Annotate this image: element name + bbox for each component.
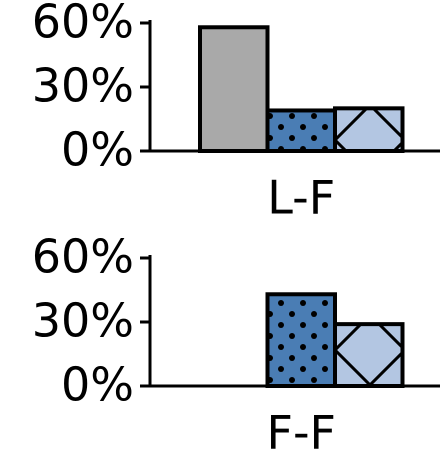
bar-hatch: [267, 110, 335, 151]
y-tick-label: 30%: [32, 59, 134, 113]
bar: [198, 25, 270, 153]
y-tick-label: 60%: [32, 0, 134, 49]
y-tick-label: 30%: [32, 294, 134, 348]
bar-hatch: [267, 294, 335, 386]
x-tick-label: F-F: [266, 406, 336, 454]
x-tick-label: L-F: [267, 171, 335, 225]
bar-hatch: [335, 324, 403, 386]
y-tick-label: 0%: [61, 358, 134, 412]
y-tick-label: 60%: [32, 230, 134, 284]
bar-hatch: [335, 108, 403, 151]
y-tick-label: 0%: [61, 123, 134, 177]
